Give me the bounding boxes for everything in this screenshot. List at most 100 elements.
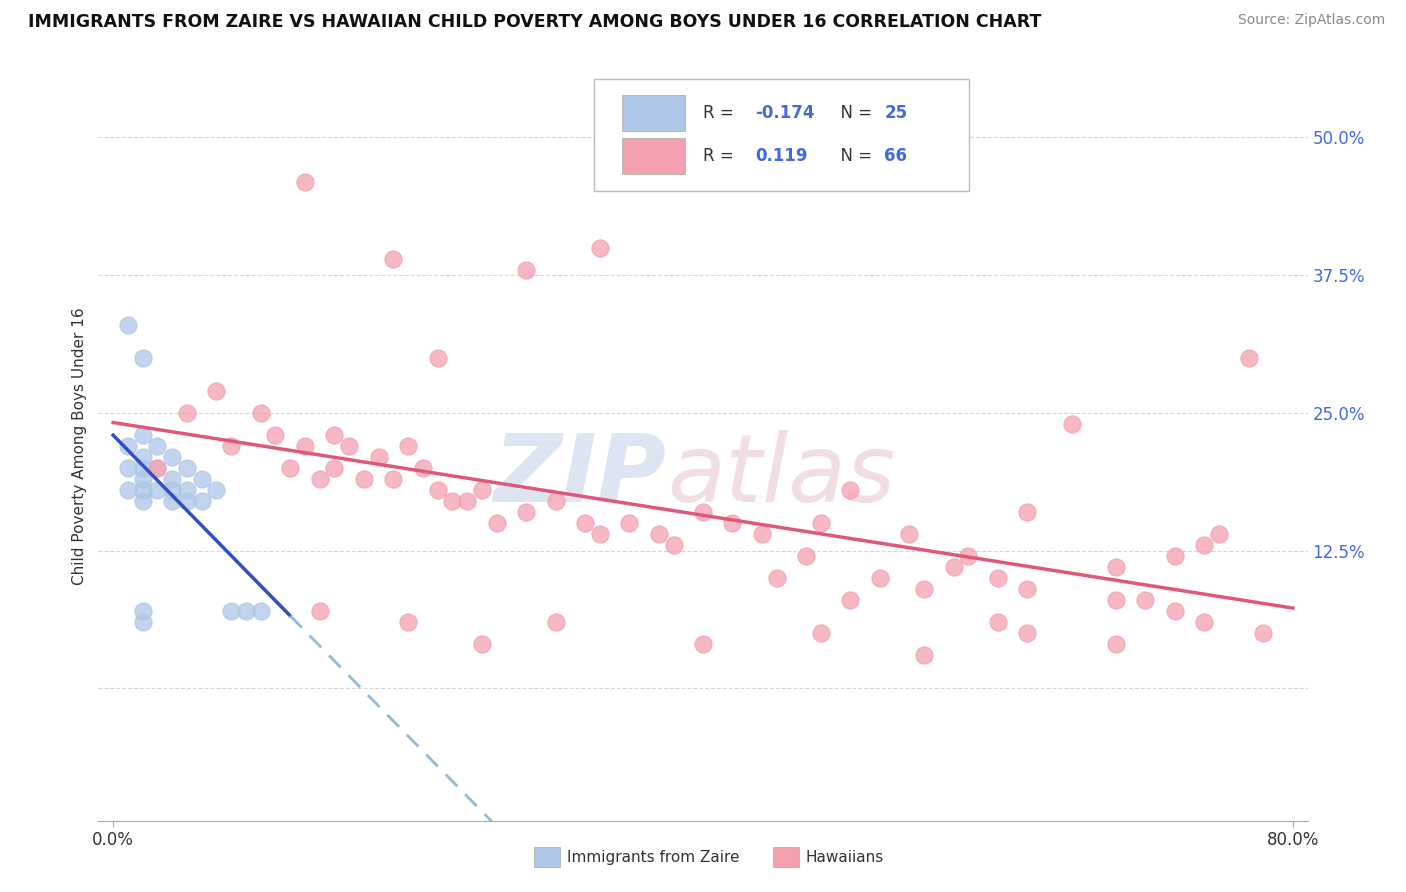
Point	[219, 439, 242, 453]
Point	[485, 516, 508, 530]
Point	[396, 615, 419, 630]
Point	[294, 175, 316, 189]
Point	[176, 494, 198, 508]
Point	[205, 384, 228, 398]
Point	[692, 505, 714, 519]
Point	[278, 461, 301, 475]
Point	[589, 527, 612, 541]
Text: R =: R =	[703, 147, 740, 165]
Text: 0.119: 0.119	[755, 147, 807, 165]
Point	[160, 472, 183, 486]
Point	[765, 571, 787, 585]
Point	[1017, 626, 1039, 640]
Point	[987, 571, 1010, 585]
Point	[131, 615, 153, 630]
Point	[294, 439, 316, 453]
Point	[1164, 604, 1187, 618]
Point	[308, 604, 330, 618]
Point	[131, 472, 153, 486]
Point	[1164, 549, 1187, 564]
Text: atlas: atlas	[666, 431, 896, 522]
Point	[544, 615, 567, 630]
Text: N =: N =	[830, 104, 877, 122]
Point	[117, 318, 139, 332]
Point	[912, 648, 935, 663]
Point	[235, 604, 257, 618]
Text: -0.174: -0.174	[755, 104, 814, 122]
Point	[160, 494, 183, 508]
Point	[1105, 637, 1128, 651]
Point	[117, 461, 139, 475]
Point	[131, 461, 153, 475]
Point	[176, 483, 198, 497]
Point	[898, 527, 921, 541]
Point	[426, 483, 449, 497]
Point	[323, 461, 346, 475]
Point	[264, 428, 287, 442]
Point	[160, 450, 183, 464]
Point	[648, 527, 671, 541]
Point	[323, 428, 346, 442]
Text: R =: R =	[703, 104, 740, 122]
Point	[382, 252, 405, 266]
Text: Immigrants from Zaire: Immigrants from Zaire	[567, 850, 740, 864]
Point	[515, 505, 537, 519]
Text: 25: 25	[884, 104, 907, 122]
Point	[367, 450, 389, 464]
Point	[131, 483, 153, 497]
Point	[692, 637, 714, 651]
Point	[131, 351, 153, 365]
Point	[441, 494, 464, 508]
Y-axis label: Child Poverty Among Boys Under 16: Child Poverty Among Boys Under 16	[72, 307, 87, 585]
Point	[412, 461, 434, 475]
Point	[839, 483, 862, 497]
Point	[249, 406, 271, 420]
Text: ZIP: ZIP	[494, 430, 666, 522]
Point	[957, 549, 980, 564]
Point	[589, 241, 612, 255]
Point	[219, 604, 242, 618]
Point	[515, 262, 537, 277]
Point	[456, 494, 478, 508]
Point	[1194, 538, 1216, 552]
Point	[1105, 560, 1128, 574]
Point	[146, 461, 169, 475]
Point	[544, 494, 567, 508]
Text: Source: ZipAtlas.com: Source: ZipAtlas.com	[1237, 13, 1385, 28]
Point	[146, 461, 169, 475]
Text: IMMIGRANTS FROM ZAIRE VS HAWAIIAN CHILD POVERTY AMONG BOYS UNDER 16 CORRELATION : IMMIGRANTS FROM ZAIRE VS HAWAIIAN CHILD …	[28, 13, 1042, 31]
FancyBboxPatch shape	[595, 78, 969, 191]
Point	[249, 604, 271, 618]
Point	[471, 637, 494, 651]
Point	[131, 450, 153, 464]
Bar	[621, 138, 685, 174]
Point	[190, 494, 212, 508]
Point	[353, 472, 375, 486]
Point	[146, 483, 169, 497]
Point	[131, 604, 153, 618]
Point	[1135, 593, 1157, 607]
Point	[1237, 351, 1260, 365]
Point	[205, 483, 228, 497]
Point	[574, 516, 596, 530]
Point	[131, 428, 153, 442]
Point	[662, 538, 685, 552]
Bar	[621, 95, 685, 131]
Point	[190, 472, 212, 486]
Point	[912, 582, 935, 597]
Point	[160, 483, 183, 497]
Point	[810, 626, 832, 640]
Point	[987, 615, 1010, 630]
Point	[308, 472, 330, 486]
Point	[131, 494, 153, 508]
Point	[117, 439, 139, 453]
Point	[619, 516, 641, 530]
Point	[794, 549, 817, 564]
Point	[382, 472, 405, 486]
Point	[1017, 582, 1039, 597]
Point	[396, 439, 419, 453]
Point	[471, 483, 494, 497]
Point	[146, 439, 169, 453]
Point	[751, 527, 773, 541]
Point	[1194, 615, 1216, 630]
